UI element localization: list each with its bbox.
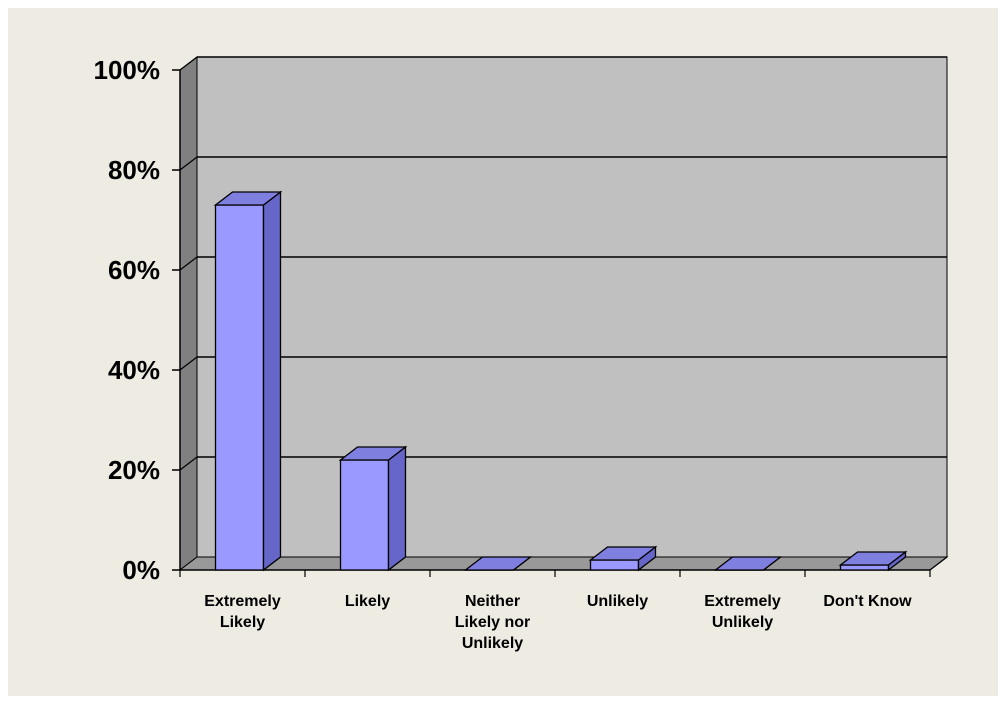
y-tick-labels: 0% 20% 40% 60% 80% 100% xyxy=(94,55,161,585)
bar-front xyxy=(589,559,640,571)
gridline-side xyxy=(179,156,198,171)
plot-walls xyxy=(178,55,949,572)
gridline-side xyxy=(179,256,198,271)
bar-top xyxy=(338,446,408,461)
bar-front xyxy=(214,204,265,571)
x-tick-label: Unlikely xyxy=(587,593,648,610)
y-tick-label: 0% xyxy=(122,555,160,585)
back-wall xyxy=(196,56,948,558)
x-tick-label: Extremely Likely xyxy=(204,593,281,631)
bar xyxy=(463,556,533,571)
floor xyxy=(178,556,949,571)
bar-front xyxy=(339,459,390,571)
bar-top xyxy=(463,556,533,571)
x-tick-label: Extremely Unlikely xyxy=(704,593,781,631)
x-tick-label: Neither Likely nor Unlikely xyxy=(455,593,531,652)
gridline-side xyxy=(179,56,198,71)
axes xyxy=(172,69,948,577)
bar xyxy=(338,445,408,572)
bar-side xyxy=(262,190,282,572)
y-tick-label: 80% xyxy=(108,155,160,185)
bar-side xyxy=(387,445,407,572)
y-tick-label: 100% xyxy=(94,55,161,85)
bar-chart: 0% 20% 40% 60% 80% 100% Extremely Likely Likely… xyxy=(94,55,949,652)
bar-front xyxy=(839,564,890,571)
bar-top xyxy=(838,551,908,566)
bar-top xyxy=(713,556,783,571)
bar xyxy=(838,550,908,572)
gridline-side xyxy=(179,356,198,371)
x-tick-labels: Extremely Likely Likely Neither Likely nor Un… xyxy=(204,593,912,652)
gridline-side xyxy=(179,456,198,471)
bar-top xyxy=(588,546,658,561)
gridlines xyxy=(179,56,947,471)
y-tick-label: 60% xyxy=(108,255,160,285)
y-tick-label: 20% xyxy=(108,455,160,485)
y-tick-label: 40% xyxy=(108,355,160,385)
bars xyxy=(213,190,908,572)
x-tick-label: Likely xyxy=(345,593,390,610)
bar xyxy=(713,556,783,571)
bar xyxy=(588,545,658,572)
chart-frame: 0% 20% 40% 60% 80% 100% Extremely Likely Likely… xyxy=(8,8,998,696)
bar-top xyxy=(213,191,283,206)
side-wall xyxy=(179,55,198,572)
bar xyxy=(213,190,283,572)
x-tick-label: Don't Know xyxy=(823,593,912,610)
floor-edge xyxy=(929,556,948,571)
